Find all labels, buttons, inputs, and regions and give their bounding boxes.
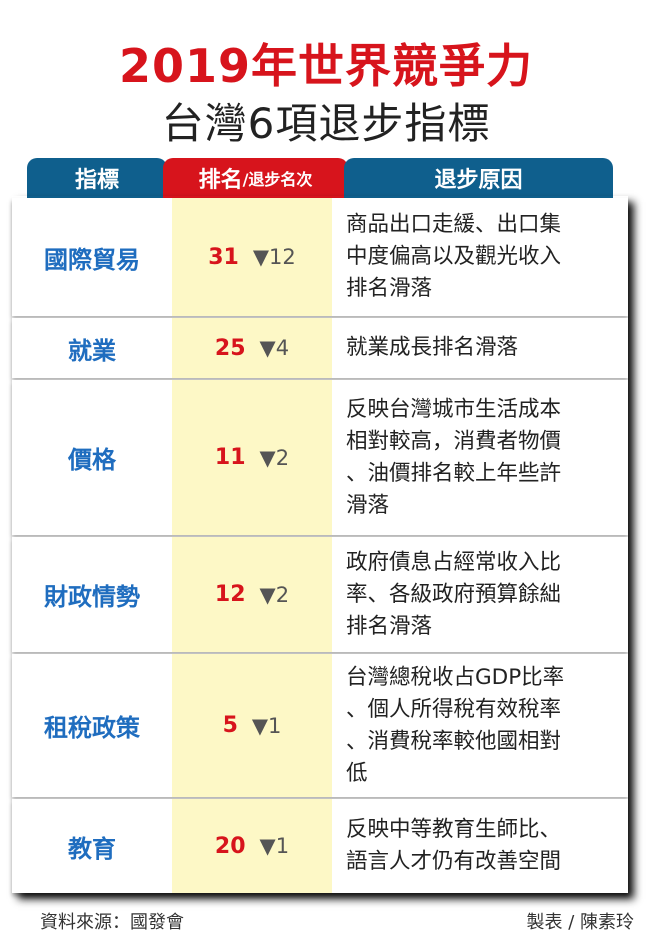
indicator-name: 財政情勢 xyxy=(44,583,140,611)
reason-line: 反映中等教育生師比、 xyxy=(346,817,562,842)
reason-line: 政府債息占經常收入比 xyxy=(346,549,562,575)
reason-line: 商品出口走緩、出口集 xyxy=(346,212,562,237)
source-note: 資料來源：國發會 xyxy=(40,912,184,933)
rank-value: 5 xyxy=(222,713,238,738)
rank-drop: ▼4 xyxy=(259,336,290,360)
table-row: 財政情勢 12 ▼2 政府債息占經常收入比 率、各級政府預算餘絀 排名滑落 xyxy=(12,537,628,652)
table-row: 價格 11 ▼2 反映台灣城市生活成本 相對較高，消費者物價 、油價排名較上年些許 滑落 xyxy=(12,380,628,535)
reason-line: 反映台灣城市生活成本 xyxy=(346,396,562,422)
reason-cell: 商品出口走緩、出口集 中度偏高以及觀光收入 排名滑落 xyxy=(332,198,628,316)
reason-line: 就業成長排名滑落 xyxy=(346,335,519,360)
reason-line: 相對較高，消費者物價 xyxy=(346,428,562,454)
reason-line: 率、各級政府預算餘絀 xyxy=(346,581,562,607)
rank-drop: ▼2 xyxy=(259,445,290,470)
rank-value: 12 xyxy=(214,582,246,607)
author-note: 製表 / 陳素玲 xyxy=(526,912,634,933)
header-rank-label: 排名 xyxy=(198,168,243,193)
rank-drop: ▼1 xyxy=(259,834,290,858)
reason-cell: 政府債息占經常收入比 率、各級政府預算餘絀 排名滑落 xyxy=(332,537,628,652)
rank-value: 25 xyxy=(214,335,246,361)
table-row: 教育 20 ▼1 反映中等教育生師比、 語言人才仍有改善空間 xyxy=(12,799,628,893)
reason-line: 低 xyxy=(346,760,368,786)
rank-value: 31 xyxy=(208,244,239,270)
reason-line: 中度偏高以及觀光收入 xyxy=(346,244,562,269)
table-row: 就業 25 ▼4 就業成長排名滑落 xyxy=(12,318,628,378)
rank-cell: 31 ▼12 xyxy=(172,198,332,316)
rank-cell: 5 ▼1 xyxy=(172,654,332,797)
reason-line: 排名滑落 xyxy=(346,276,433,301)
reason-cell: 台灣總稅收占GDP比率 、個人所得稅有效稅率 、消費稅率較他國相對低 xyxy=(332,654,628,797)
header-indicator: 指標 xyxy=(27,158,167,198)
reason-line: 、消費稅率較他國相對 xyxy=(346,728,562,754)
title-line-1: 2019年世界競爭力 xyxy=(118,39,534,93)
indicator-name: 教育 xyxy=(68,834,116,863)
indicator-table: 國際貿易 31 ▼12 商品出口走緩、出口集 中度偏高以及觀光收入 排名滑落 就業 25… xyxy=(12,196,628,893)
reason-cell: 反映台灣城市生活成本 相對較高，消費者物價 、油價排名較上年些許 滑落 xyxy=(332,380,628,535)
rank-drop: ▼2 xyxy=(259,582,290,607)
reason-line: 排名滑落 xyxy=(346,613,433,639)
indicator-name: 國際貿易 xyxy=(44,245,140,274)
reason-cell: 就業成長排名滑落 xyxy=(332,318,628,378)
header-reason: 退步原因 xyxy=(344,158,613,198)
table-row: 租稅政策 5 ▼1 台灣總稅收占GDP比率 、個人所得稅有效稅率 、消費稅率較他國相對… xyxy=(12,654,628,797)
reason-line: 台灣總稅收占GDP比率 xyxy=(346,664,565,690)
header-rank: 排名/退步名次 xyxy=(163,158,348,198)
table-row: 國際貿易 31 ▼12 商品出口走緩、出口集 中度偏高以及觀光收入 排名滑落 xyxy=(12,198,628,316)
rank-cell: 25 ▼4 xyxy=(172,318,332,378)
reason-line: 滑落 xyxy=(346,492,390,518)
reason-line: 、油價排名較上年些許 xyxy=(346,460,562,486)
reason-line: 、個人所得稅有效稅率 xyxy=(346,696,562,722)
rank-cell: 20 ▼1 xyxy=(172,799,332,893)
rank-value: 11 xyxy=(214,445,246,470)
rank-value: 20 xyxy=(214,833,246,859)
reason-cell: 反映中等教育生師比、 語言人才仍有改善空間 xyxy=(332,799,628,893)
title-line-2: 台灣6項退步指標 xyxy=(161,99,491,148)
indicator-name: 租稅政策 xyxy=(44,714,140,742)
reason-line: 語言人才仍有改善空間 xyxy=(346,849,562,874)
header-rank-sub: /退步名次 xyxy=(242,170,313,189)
rank-cell: 12 ▼2 xyxy=(172,537,332,652)
rank-drop: ▼1 xyxy=(251,713,282,738)
indicator-name: 就業 xyxy=(68,336,116,365)
rank-cell: 11 ▼2 xyxy=(172,380,332,535)
indicator-name: 價格 xyxy=(68,446,116,474)
rank-drop: ▼12 xyxy=(252,245,296,269)
